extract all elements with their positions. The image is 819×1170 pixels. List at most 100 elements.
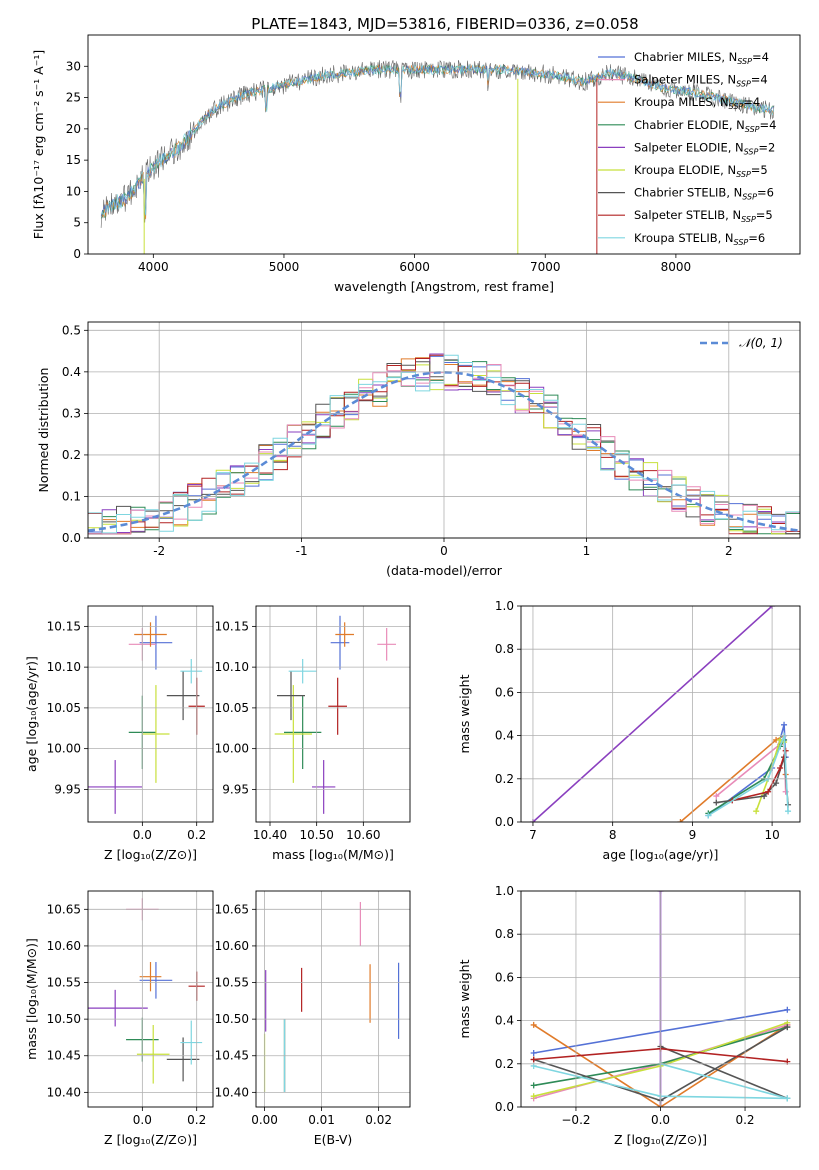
errorbar-point <box>274 685 312 783</box>
legend-text: =4 <box>743 95 760 109</box>
weight-marker <box>705 812 712 819</box>
legend-subscript: SSP <box>729 102 744 111</box>
x-axis-label: Z [log₁₀(Z/Z⊙)] <box>104 847 197 862</box>
y-tick-label: 0.2 <box>495 772 514 786</box>
legend-subscript: SSP <box>745 125 760 134</box>
errorbar-point <box>328 677 347 735</box>
legend-text: =5 <box>751 163 768 177</box>
x-tick-label: 10.40 <box>253 828 287 842</box>
y-tick-label: 0.4 <box>62 365 81 379</box>
plot-area <box>100 60 775 254</box>
plot-area <box>88 615 205 814</box>
y-axis-label: Normed distribution <box>36 368 51 493</box>
errorbar-point <box>166 671 200 721</box>
errorbar-point <box>330 615 350 670</box>
legend-text: =4 <box>760 118 777 132</box>
x-tick-label: 5000 <box>269 260 300 274</box>
weight-line <box>707 735 789 817</box>
errorbar-point <box>180 1020 203 1065</box>
y-tick-label: 15 <box>66 153 81 167</box>
y-tick-label: 0 <box>73 247 81 261</box>
age-vs-metallicity-panel: 0.0 0.2 9.95 10.00 10.05 10.10 10.15 Z [log₁₀(Z… <box>24 605 214 862</box>
axes-frame <box>520 890 801 1108</box>
x-axis-label: (data-model)/error <box>386 563 503 578</box>
errorbar-point <box>88 760 143 814</box>
weight-marker <box>781 721 788 728</box>
legend-text: Chabrier STELIB, N <box>634 186 742 200</box>
y-tick-label: 10.05 <box>215 701 249 715</box>
y-tick-label: 0.3 <box>62 406 81 420</box>
spectrum-line <box>100 65 774 217</box>
legend-entry: Salpeter STELIB, NSSP=5 <box>634 208 773 224</box>
legend-entry: Kroupa ELODIE, NSSP=5 <box>634 163 768 179</box>
x-tick-label: 10.50 <box>299 828 333 842</box>
legend-entry: Chabrier MILES, NSSP=4 <box>634 50 769 66</box>
y-tick-label: 10.10 <box>47 660 81 674</box>
y-tick-label: 20 <box>66 122 81 136</box>
y-tick-label: 10.50 <box>47 1012 81 1026</box>
mass-weight-vs-metallicity-panel: −0.2 0.0 0.2 0.0 0.2 0.4 0.6 0.8 1.0 Z [log₁₀(Z/Z… <box>457 884 801 1147</box>
histogram-step <box>88 364 800 535</box>
errorbar-point <box>284 695 322 770</box>
y-tick-label: 5 <box>73 216 81 230</box>
errorbar-point <box>166 1037 200 1082</box>
weight-marker <box>713 799 720 806</box>
residual-histogram-panel: -2 -1 0 1 2 0.0 0.1 0.2 0.3 0.4 0.5 (data-model)/er… <box>36 321 801 578</box>
spectrum-line <box>100 60 775 228</box>
legend-text: Chabrier MILES, N <box>634 50 737 64</box>
x-axis-label: wavelength [Angstrom, rest frame] <box>334 279 554 294</box>
errorbar-point <box>180 658 203 684</box>
legend-subscript: SSP <box>736 80 751 89</box>
legend-text: =5 <box>756 208 773 222</box>
x-tick-label: −0.2 <box>561 1113 590 1127</box>
x-tick-label: 0 <box>440 544 448 558</box>
weight-marker <box>777 765 784 771</box>
y-tick-label: 9.95 <box>54 782 81 796</box>
legend-text: Chabrier ELODIE, N <box>634 118 745 132</box>
x-tick-label: 10 <box>764 828 779 842</box>
weight-marker <box>713 793 720 800</box>
weight-marker <box>784 1024 791 1031</box>
x-tick-label: -1 <box>296 544 308 558</box>
y-tick-label: 10.55 <box>47 976 81 990</box>
mass-vs-metallicity-panel: 0.0 0.2 10.40 10.45 10.50 10.55 10.60 10.65 Z [l… <box>24 890 214 1147</box>
x-tick-label: -2 <box>153 544 165 558</box>
x-tick-label: 7 <box>529 828 537 842</box>
spectrum-line <box>100 64 774 219</box>
errorbar-point <box>288 658 317 684</box>
plot-area <box>529 606 792 822</box>
legend-text: =6 <box>757 186 774 200</box>
weight-marker <box>784 1006 791 1013</box>
y-tick-label: 0.4 <box>495 729 514 743</box>
spectrum-line <box>100 63 774 216</box>
weight-marker <box>765 788 772 795</box>
x-axis-label: mass [log₁₀(M/M⊙)] <box>272 847 394 862</box>
weight-marker <box>530 1056 537 1063</box>
errorbar-point <box>312 760 336 814</box>
y-tick-label: 10.05 <box>47 701 81 715</box>
age-vs-mass-panel: 10.40 10.50 10.60 9.95 10.00 10.05 10.10 10.15 m… <box>215 605 411 862</box>
weight-line <box>532 606 773 822</box>
axes-frame <box>520 605 801 823</box>
y-tick-label: 10.60 <box>47 939 81 953</box>
x-tick-label: 0.2 <box>187 828 206 842</box>
errorbar-point <box>377 628 396 661</box>
y-tick-label: 0.6 <box>495 970 514 984</box>
x-tick-label: 0.0 <box>651 1113 670 1127</box>
legend-text: Kroupa STELIB, N <box>634 231 734 245</box>
weight-marker <box>761 793 768 800</box>
weight-marker <box>753 808 760 815</box>
y-tick-label: 1.0 <box>495 599 514 613</box>
legend-text: =2 <box>758 140 775 154</box>
weight-marker <box>773 780 780 787</box>
y-tick-label: 10.00 <box>215 742 249 756</box>
weight-line <box>732 750 787 802</box>
weight-marker <box>677 819 684 822</box>
y-tick-label: 0.4 <box>495 1014 514 1028</box>
x-tick-label: 4000 <box>138 260 169 274</box>
axes-frame <box>87 605 214 823</box>
y-tick-label: 10.45 <box>47 1049 81 1063</box>
y-tick-label: 0.2 <box>495 1057 514 1071</box>
legend-entry: Kroupa STELIB, NSSP=6 <box>634 231 765 247</box>
